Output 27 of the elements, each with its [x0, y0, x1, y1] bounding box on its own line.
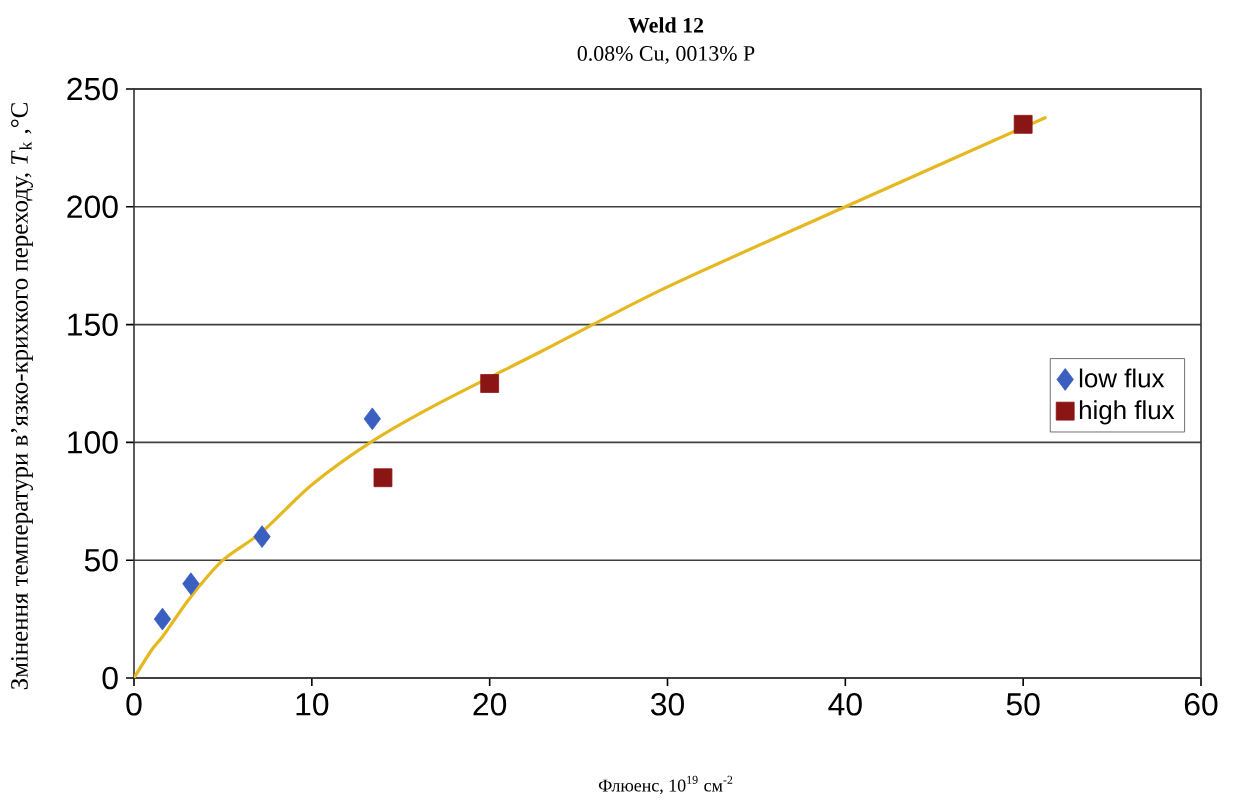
line-series: [134, 115, 1048, 678]
x-tick-label: 30: [650, 693, 684, 716]
x-tick-label: 0: [126, 693, 142, 716]
point: [363, 407, 381, 431]
y-axis-title: Змінення температури в’язко-крихкого переходу, T$_{k}$ ,°C: [11, 103, 33, 690]
chart-title: Weld 12: [628, 17, 704, 33]
x-tick-label: 40: [828, 693, 862, 716]
x-axis-title: Флюенс, 10$^{19}$ см$^{-2}$: [598, 775, 733, 795]
y-tick-label: 0: [102, 666, 118, 690]
y-tick-label: 100: [68, 431, 118, 454]
point: [373, 468, 393, 488]
point: [182, 572, 200, 596]
x-tick-label: 50: [1006, 693, 1040, 716]
y-tick-label: 200: [67, 195, 118, 219]
point: [153, 607, 172, 631]
point: [253, 525, 271, 548]
chart-subtitle: 0.08% Cu, 0013% P: [577, 46, 755, 64]
legend-label: high flux: [1079, 400, 1175, 425]
y-tick-label: 150: [68, 313, 118, 336]
point: [480, 374, 500, 393]
point: [1013, 114, 1033, 134]
legend-label: low flux: [1079, 368, 1165, 388]
y-tick-label: 50: [84, 548, 118, 572]
x-tick-label: 60: [1184, 693, 1218, 716]
x-tick-label: 20: [473, 693, 507, 716]
x-tick-label: 10: [296, 693, 329, 716]
y-tick-label: 250: [67, 77, 118, 101]
